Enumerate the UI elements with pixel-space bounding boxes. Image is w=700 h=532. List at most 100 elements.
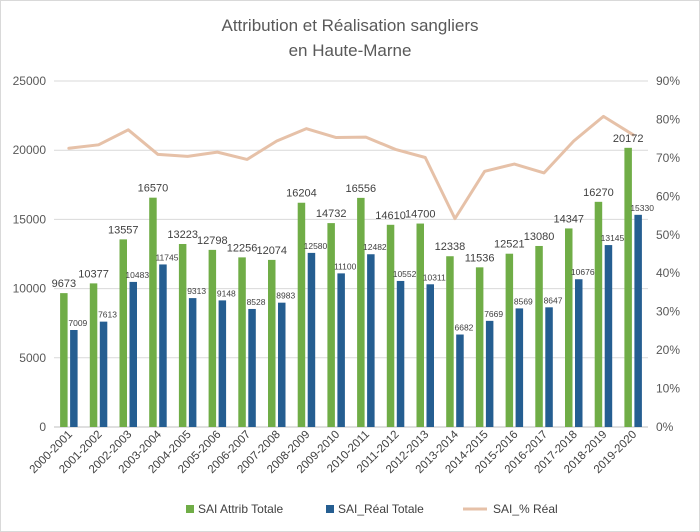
data-label-real: 10552 xyxy=(393,269,417,279)
bar-attrib xyxy=(268,259,276,427)
data-label-real: 12482 xyxy=(363,242,387,252)
data-label-real: 7009 xyxy=(68,318,87,328)
bar-real xyxy=(129,281,137,427)
data-label-real: 10483 xyxy=(125,270,149,280)
bar-real xyxy=(575,279,583,427)
data-label-attrib: 12521 xyxy=(494,239,525,251)
data-label-attrib: 16204 xyxy=(286,188,317,200)
bar-real xyxy=(188,298,197,427)
bar-attrib xyxy=(505,253,514,427)
legend-label: SAI_% Réal xyxy=(493,502,558,516)
data-label-real: 7613 xyxy=(98,310,117,320)
y-right-tick-label: 20% xyxy=(656,343,680,357)
bar-attrib xyxy=(565,228,573,427)
data-label-real: 9148 xyxy=(217,288,236,298)
bar-real xyxy=(70,329,78,427)
data-label-attrib: 16570 xyxy=(138,183,169,195)
data-label-real: 13145 xyxy=(601,233,625,243)
y-left-tick-label: 20000 xyxy=(13,143,47,157)
data-label-real: 8983 xyxy=(276,291,295,301)
bar-real xyxy=(307,252,316,427)
y-right-tick-label: 60% xyxy=(656,189,680,203)
data-label-attrib: 12074 xyxy=(256,245,287,257)
bar-attrib xyxy=(386,224,395,427)
line-percent-real xyxy=(67,114,635,221)
legend-swatch xyxy=(186,505,194,513)
bar-real xyxy=(367,254,375,427)
bar-attrib xyxy=(535,245,543,427)
bar-attrib xyxy=(297,202,306,427)
data-label-real: 8528 xyxy=(247,297,266,307)
bar-real xyxy=(634,214,642,427)
bar-attrib xyxy=(357,197,365,427)
y-right-tick-label: 50% xyxy=(656,228,680,242)
data-label-real: 10311 xyxy=(423,272,446,282)
data-label-real: 11100 xyxy=(334,261,357,271)
data-label-attrib: 12338 xyxy=(435,241,466,253)
data-label-attrib: 16556 xyxy=(346,183,377,195)
data-label-attrib: 14700 xyxy=(405,209,436,221)
bar-real xyxy=(545,307,553,427)
gridlines xyxy=(54,80,648,428)
y-left-tick-label: 0 xyxy=(39,420,46,434)
data-label-attrib: 9673 xyxy=(52,278,76,290)
bar-attrib xyxy=(60,293,68,427)
bar-real xyxy=(604,245,613,427)
y-left-tick-label: 5000 xyxy=(19,351,46,365)
legend-swatch xyxy=(326,505,334,513)
legend: SAI Attrib Totale SAI_Réal Totale SAI_% Ré… xyxy=(186,502,558,516)
bar-real xyxy=(278,302,286,427)
y-right-tick-label: 70% xyxy=(656,151,680,165)
x-axis-ticks: 2000-20012001-20022002-20032003-20042004… xyxy=(28,428,640,476)
y-right-tick-label: 40% xyxy=(656,266,680,280)
y-right-tick-label: 30% xyxy=(656,305,680,319)
data-label-attrib: 12798 xyxy=(197,235,228,247)
data-label-attrib: 14347 xyxy=(553,213,584,225)
bar-real xyxy=(485,320,494,427)
bar-attrib xyxy=(178,243,187,427)
data-label-real: 7669 xyxy=(484,309,503,319)
data-label-attrib: 11536 xyxy=(465,252,495,264)
bar-real xyxy=(515,308,524,427)
bars xyxy=(60,147,642,427)
bar-real xyxy=(426,284,434,427)
bar-attrib xyxy=(475,267,484,427)
percent-line xyxy=(67,114,635,221)
bar-labels: 9673 7009 10377 7613 13557 10483 16570 11745 132… xyxy=(52,133,655,333)
data-label-attrib: 13557 xyxy=(108,224,139,236)
right-axis-ticks: 0% 10% 20% 30% 40% 50% 60% 70% 80% 90% xyxy=(656,74,680,434)
bar-real xyxy=(218,300,227,427)
y-left-tick-label: 15000 xyxy=(13,212,47,226)
left-axis-ticks: 0 5000 10000 15000 20000 25000 xyxy=(13,74,47,434)
bar-attrib xyxy=(624,147,632,427)
data-label-real: 15330 xyxy=(630,203,654,213)
data-label-real: 8647 xyxy=(544,295,563,305)
data-label-real: 11745 xyxy=(155,252,178,262)
bar-attrib xyxy=(208,249,217,427)
data-label-attrib: 13223 xyxy=(167,229,198,241)
bar-real xyxy=(248,308,256,427)
data-label-real: 10676 xyxy=(571,267,595,277)
chart-subtitle: en Haute-Marne xyxy=(289,41,412,60)
bar-real xyxy=(396,280,405,427)
data-label-real: 8569 xyxy=(514,296,533,306)
bar-attrib xyxy=(446,256,454,427)
bar-attrib xyxy=(416,223,424,427)
data-label-attrib: 14732 xyxy=(316,208,347,220)
legend-label: SAI Attrib Totale xyxy=(198,502,283,516)
y-left-tick-label: 25000 xyxy=(13,74,47,88)
bar-attrib xyxy=(594,201,603,427)
data-label-attrib: 10377 xyxy=(78,268,109,280)
data-label-attrib: 13080 xyxy=(524,231,555,243)
data-label-attrib: 14610 xyxy=(375,210,406,222)
bar-attrib xyxy=(89,283,98,427)
chart-title: Attribution et Réalisation sangliers xyxy=(221,16,478,35)
data-label-real: 9313 xyxy=(187,286,206,296)
bar-real xyxy=(456,334,464,427)
data-label-attrib: 12256 xyxy=(227,242,258,254)
data-label-attrib: 16270 xyxy=(583,187,614,199)
y-right-tick-label: 10% xyxy=(656,382,680,396)
y-right-tick-label: 90% xyxy=(656,74,680,88)
